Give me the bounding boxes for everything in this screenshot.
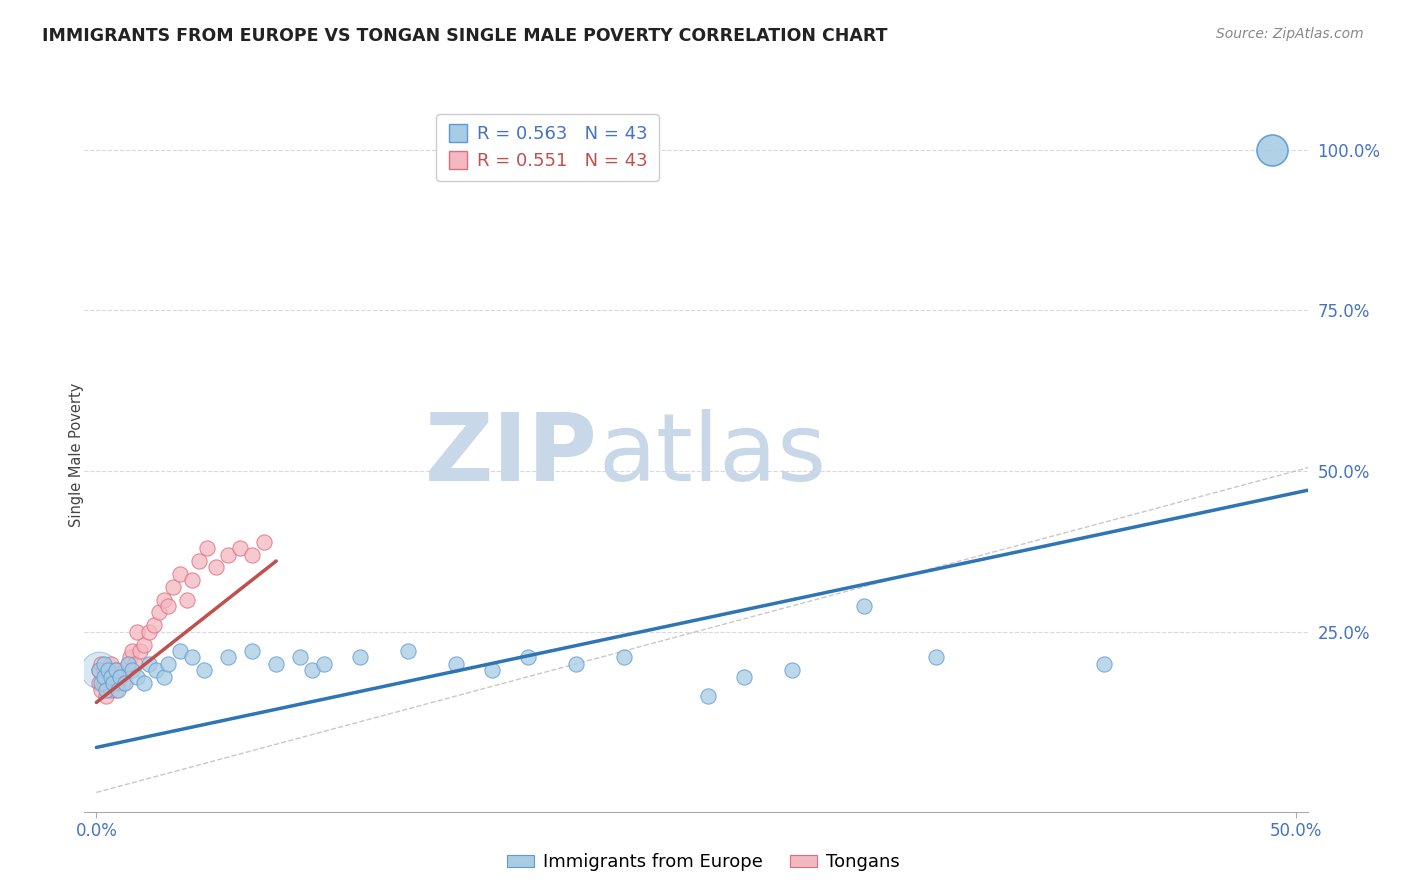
- Point: [517, 650, 540, 665]
- Point: [169, 644, 191, 658]
- Point: [87, 663, 110, 677]
- Point: [1260, 143, 1282, 157]
- Y-axis label: Single Male Poverty: Single Male Poverty: [69, 383, 83, 527]
- Point: [110, 670, 132, 684]
- Point: [157, 657, 180, 671]
- Point: [94, 689, 117, 703]
- Point: [264, 657, 287, 671]
- Point: [145, 663, 167, 677]
- Point: [138, 657, 160, 671]
- Point: [148, 606, 170, 620]
- Point: [110, 670, 132, 684]
- Point: [114, 663, 136, 677]
- Point: [114, 676, 136, 690]
- Point: [195, 541, 218, 556]
- Point: [134, 638, 156, 652]
- Point: [181, 650, 204, 665]
- Point: [314, 657, 336, 671]
- Point: [124, 657, 146, 671]
- Point: [93, 670, 115, 684]
- Point: [169, 566, 191, 581]
- Point: [565, 657, 588, 671]
- Point: [733, 670, 755, 684]
- Point: [104, 663, 127, 677]
- Point: [117, 657, 139, 671]
- Point: [142, 618, 165, 632]
- Point: [253, 534, 276, 549]
- Point: [205, 560, 228, 574]
- Text: atlas: atlas: [598, 409, 827, 501]
- Point: [127, 624, 149, 639]
- Point: [176, 592, 198, 607]
- Point: [94, 670, 117, 684]
- Point: [925, 650, 948, 665]
- Point: [240, 548, 263, 562]
- Point: [481, 663, 503, 677]
- Point: [101, 670, 124, 684]
- Point: [128, 644, 150, 658]
- Point: [217, 548, 239, 562]
- Text: IMMIGRANTS FROM EUROPE VS TONGAN SINGLE MALE POVERTY CORRELATION CHART: IMMIGRANTS FROM EUROPE VS TONGAN SINGLE …: [42, 27, 887, 45]
- Point: [396, 644, 419, 658]
- Point: [87, 663, 110, 677]
- Point: [181, 574, 204, 588]
- Point: [97, 676, 120, 690]
- Point: [100, 682, 122, 697]
- Point: [93, 663, 115, 677]
- Point: [152, 670, 174, 684]
- Point: [117, 657, 139, 671]
- Point: [101, 676, 124, 690]
- Legend: Immigrants from Europe, Tongans: Immigrants from Europe, Tongans: [499, 847, 907, 879]
- Point: [127, 670, 149, 684]
- Point: [100, 670, 122, 684]
- Point: [240, 644, 263, 658]
- Point: [697, 689, 720, 703]
- Point: [118, 650, 141, 665]
- Point: [157, 599, 180, 613]
- Point: [104, 682, 127, 697]
- Point: [290, 650, 312, 665]
- Point: [121, 663, 143, 677]
- Point: [121, 644, 143, 658]
- Point: [229, 541, 252, 556]
- Point: [780, 663, 803, 677]
- Point: [152, 592, 174, 607]
- Point: [188, 554, 211, 568]
- Point: [1092, 657, 1115, 671]
- Point: [349, 650, 371, 665]
- Point: [90, 657, 112, 671]
- Text: ZIP: ZIP: [425, 409, 598, 501]
- Point: [852, 599, 875, 613]
- Point: [100, 657, 122, 671]
- Point: [134, 676, 156, 690]
- Point: [90, 676, 112, 690]
- Point: [162, 580, 184, 594]
- Point: [93, 657, 115, 671]
- Point: [193, 663, 215, 677]
- Point: [104, 663, 127, 677]
- Point: [138, 624, 160, 639]
- Point: [217, 650, 239, 665]
- Point: [87, 676, 110, 690]
- Point: [94, 682, 117, 697]
- Point: [93, 676, 115, 690]
- Point: [107, 682, 129, 697]
- Point: [444, 657, 467, 671]
- Point: [613, 650, 636, 665]
- Point: [97, 663, 120, 677]
- Point: [101, 676, 124, 690]
- Point: [87, 663, 110, 677]
- Point: [111, 676, 134, 690]
- Point: [107, 676, 129, 690]
- Legend: R = 0.563   N = 43, R = 0.551   N = 43: R = 0.563 N = 43, R = 0.551 N = 43: [436, 114, 659, 181]
- Point: [90, 682, 112, 697]
- Point: [301, 663, 323, 677]
- Text: Source: ZipAtlas.com: Source: ZipAtlas.com: [1216, 27, 1364, 41]
- Point: [97, 663, 120, 677]
